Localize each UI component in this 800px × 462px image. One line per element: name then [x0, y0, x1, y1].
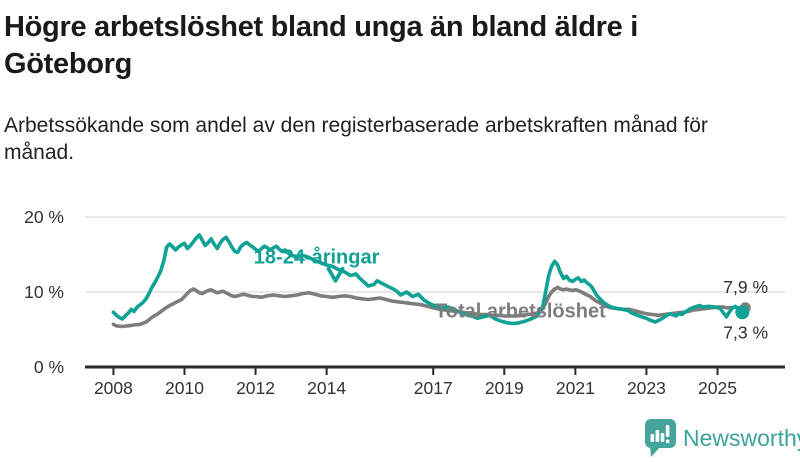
x-axis-tick-label: 2010 — [165, 378, 204, 398]
page-subtitle: Arbetssökande som andel av den registerb… — [4, 114, 708, 164]
series-label-total: Total arbetslöshet — [435, 301, 606, 323]
x-axis-tick-label: 2019 — [485, 378, 524, 398]
chart-canvas: 2008 2010 2012 2014 2017 2019 2021 2023 2025 0 % 1… — [24, 207, 785, 398]
x-axis-tick-label: 2021 — [556, 378, 595, 398]
y-axis-tick-label: 20 % — [24, 207, 64, 227]
end-value-label-youth: 7,3 % — [723, 322, 768, 342]
page-title: Högre arbetslöshet bland unga än bland ä… — [4, 11, 638, 81]
x-axis-tick-label: 2008 — [94, 378, 133, 398]
y-axis-tick-label: 10 % — [24, 282, 64, 302]
unemployment-line-chart: 2008 2010 2012 2014 2017 2019 2021 2023 2025 0 % 1… — [0, 199, 800, 419]
logo-wordmark: Newsworthy — [683, 425, 800, 451]
logo-bubble-icon — [645, 419, 676, 457]
series-label-youth: 18-24-åringar — [254, 246, 380, 269]
end-value-label-total: 7,9 % — [723, 277, 768, 297]
end-dot-youth — [735, 305, 750, 320]
newsworthy-logo[interactable]: Newsworthy — [630, 415, 800, 462]
x-axis-tick-label: 2023 — [627, 378, 666, 398]
x-axis-tick-label: 2025 — [698, 378, 737, 398]
x-axis-tick-label: 2012 — [236, 378, 275, 398]
label-arrow-icon — [326, 266, 345, 283]
x-axis-tick-label: 2017 — [414, 378, 453, 398]
x-axis-tick-label: 2014 — [307, 378, 346, 398]
series-line-youth — [111, 233, 744, 326]
y-axis-tick-label: 0 % — [34, 357, 64, 377]
